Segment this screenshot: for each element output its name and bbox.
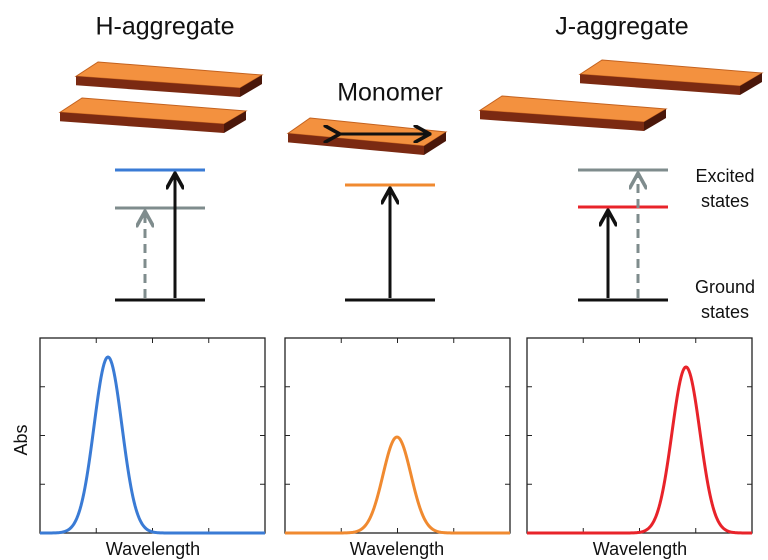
slab	[288, 118, 446, 155]
excited-label: Excited	[695, 166, 754, 186]
plots	[40, 338, 752, 533]
h-title: H-aggregate	[96, 13, 235, 41]
ground-label: Ground	[695, 277, 755, 297]
absorption-curve	[527, 367, 752, 533]
absorption-curve	[285, 437, 510, 533]
excited-label: states	[701, 191, 749, 211]
slab	[480, 96, 666, 131]
plot-frame	[285, 338, 510, 533]
j-title: J-aggregate	[555, 13, 688, 41]
monomer-title: Monomer	[337, 79, 443, 107]
x-axis-label: Wavelength	[593, 539, 687, 559]
slab	[76, 62, 262, 97]
slabs	[60, 60, 762, 155]
energy-levels	[115, 170, 668, 300]
x-axis-label: Wavelength	[106, 539, 200, 559]
x-axis-label: Wavelength	[350, 539, 444, 559]
slab	[60, 98, 246, 133]
slab	[580, 60, 762, 95]
plot-frame	[40, 338, 265, 533]
diagram: H-aggregate Monomer J-aggregate Excited …	[0, 0, 768, 560]
absorption-curve	[40, 357, 265, 533]
ground-label: states	[701, 302, 749, 322]
y-axis-label: Abs	[11, 424, 31, 455]
plot-frame	[527, 338, 752, 533]
